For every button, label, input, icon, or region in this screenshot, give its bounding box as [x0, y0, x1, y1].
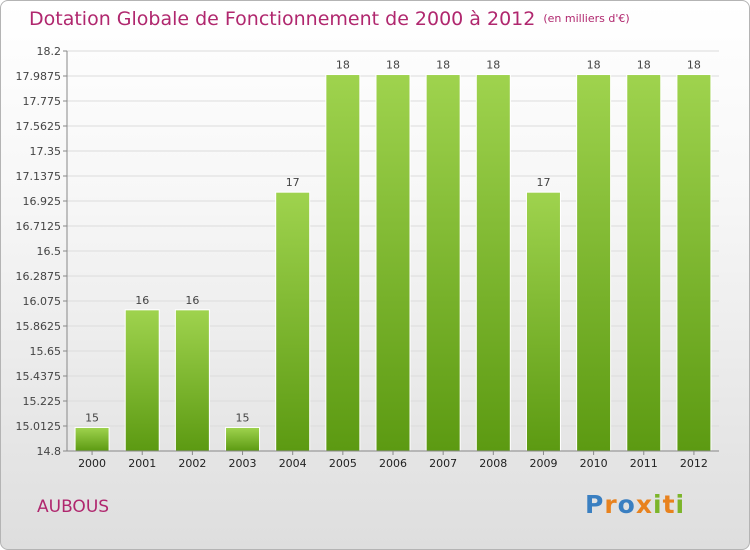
bar [576, 74, 612, 452]
data-label: 18 [637, 59, 651, 72]
x-tick-label: 2007 [429, 457, 457, 470]
x-axis: 2000 2001 2002 2003 2004 2005 2006 2007 2008 2009… [67, 450, 719, 470]
logo-letter: o [617, 490, 636, 519]
data-label: 16 [185, 294, 199, 307]
proxiti-logo: Proxiti [585, 490, 685, 519]
y-tick-label: 18.2 [37, 45, 62, 58]
y-tick-label: 15.8625 [16, 320, 62, 333]
y-tick-label: 17.35 [30, 145, 62, 158]
data-label: 17 [536, 176, 550, 189]
x-tick-label: 2011 [630, 457, 658, 470]
bar [124, 309, 160, 452]
bar [174, 309, 210, 452]
y-axis: 18.2 17.9875 17.775 17.5625 17.35 17.1375 16.9… [16, 45, 68, 458]
y-tick-label: 15.65 [30, 345, 62, 358]
y-tick-label: 15.0125 [16, 420, 62, 433]
x-tick-label: 2008 [479, 457, 507, 470]
x-tick-label: 2006 [379, 457, 407, 470]
bar [626, 74, 662, 452]
logo-letter: x [635, 490, 653, 519]
logo-letter: P [585, 490, 605, 519]
data-label: 18 [587, 59, 601, 72]
bar [375, 74, 411, 452]
data-label: 17 [286, 176, 300, 189]
x-tick-label: 2000 [78, 457, 106, 470]
bar [525, 191, 561, 452]
x-tick-label: 2003 [229, 457, 257, 470]
logo-letter: i [653, 490, 663, 519]
y-tick-label: 16.075 [23, 295, 62, 308]
x-tick-label: 2010 [580, 457, 608, 470]
x-tick-label: 2004 [279, 457, 307, 470]
y-tick-label: 16.925 [23, 195, 62, 208]
data-label: 15 [85, 411, 99, 424]
y-tick-label: 16.7125 [16, 220, 62, 233]
logo-letter: r [604, 490, 618, 519]
x-tick-label: 2002 [178, 457, 206, 470]
y-tick-label: 15.225 [23, 395, 62, 408]
logo-letter: i [675, 490, 686, 519]
data-label: 16 [135, 294, 149, 307]
data-label: 18 [687, 59, 701, 72]
y-tick-label: 16.5 [37, 245, 62, 258]
x-tick-label: 2009 [529, 457, 557, 470]
y-tick-label: 17.1375 [16, 170, 62, 183]
y-tick-label: 17.775 [23, 95, 62, 108]
logo-letter: t [662, 490, 676, 519]
chart-title-text: Dotation Globale de Fonctionnement de 20… [29, 8, 536, 30]
chart-unit: (en milliers d'€) [543, 12, 630, 25]
x-tick-label: 2001 [128, 457, 156, 470]
bar [74, 426, 110, 452]
bar [275, 191, 311, 452]
bar [325, 74, 361, 452]
bar [425, 74, 461, 452]
data-label: 18 [386, 59, 400, 72]
y-tick-label: 16.2875 [16, 270, 62, 283]
bars: 15 16 16 15 17 18 18 18 18 17 18 18 18 [74, 59, 712, 452]
chart-title: Dotation Globale de Fonctionnement de 20… [29, 8, 630, 30]
y-tick-label: 17.9875 [16, 70, 62, 83]
bar [475, 74, 511, 452]
commune-name: AUBOUS [37, 497, 110, 517]
data-label: 18 [336, 59, 350, 72]
data-label: 15 [236, 411, 250, 424]
data-label: 18 [436, 59, 450, 72]
y-tick-label: 15.4375 [16, 370, 62, 383]
data-label: 18 [486, 59, 500, 72]
bar [225, 426, 261, 452]
x-tick-label: 2005 [329, 457, 357, 470]
y-tick-label: 17.5625 [16, 120, 62, 133]
y-tick-label: 14.8 [37, 445, 62, 458]
bar [676, 74, 712, 452]
x-tick-label: 2012 [680, 457, 708, 470]
